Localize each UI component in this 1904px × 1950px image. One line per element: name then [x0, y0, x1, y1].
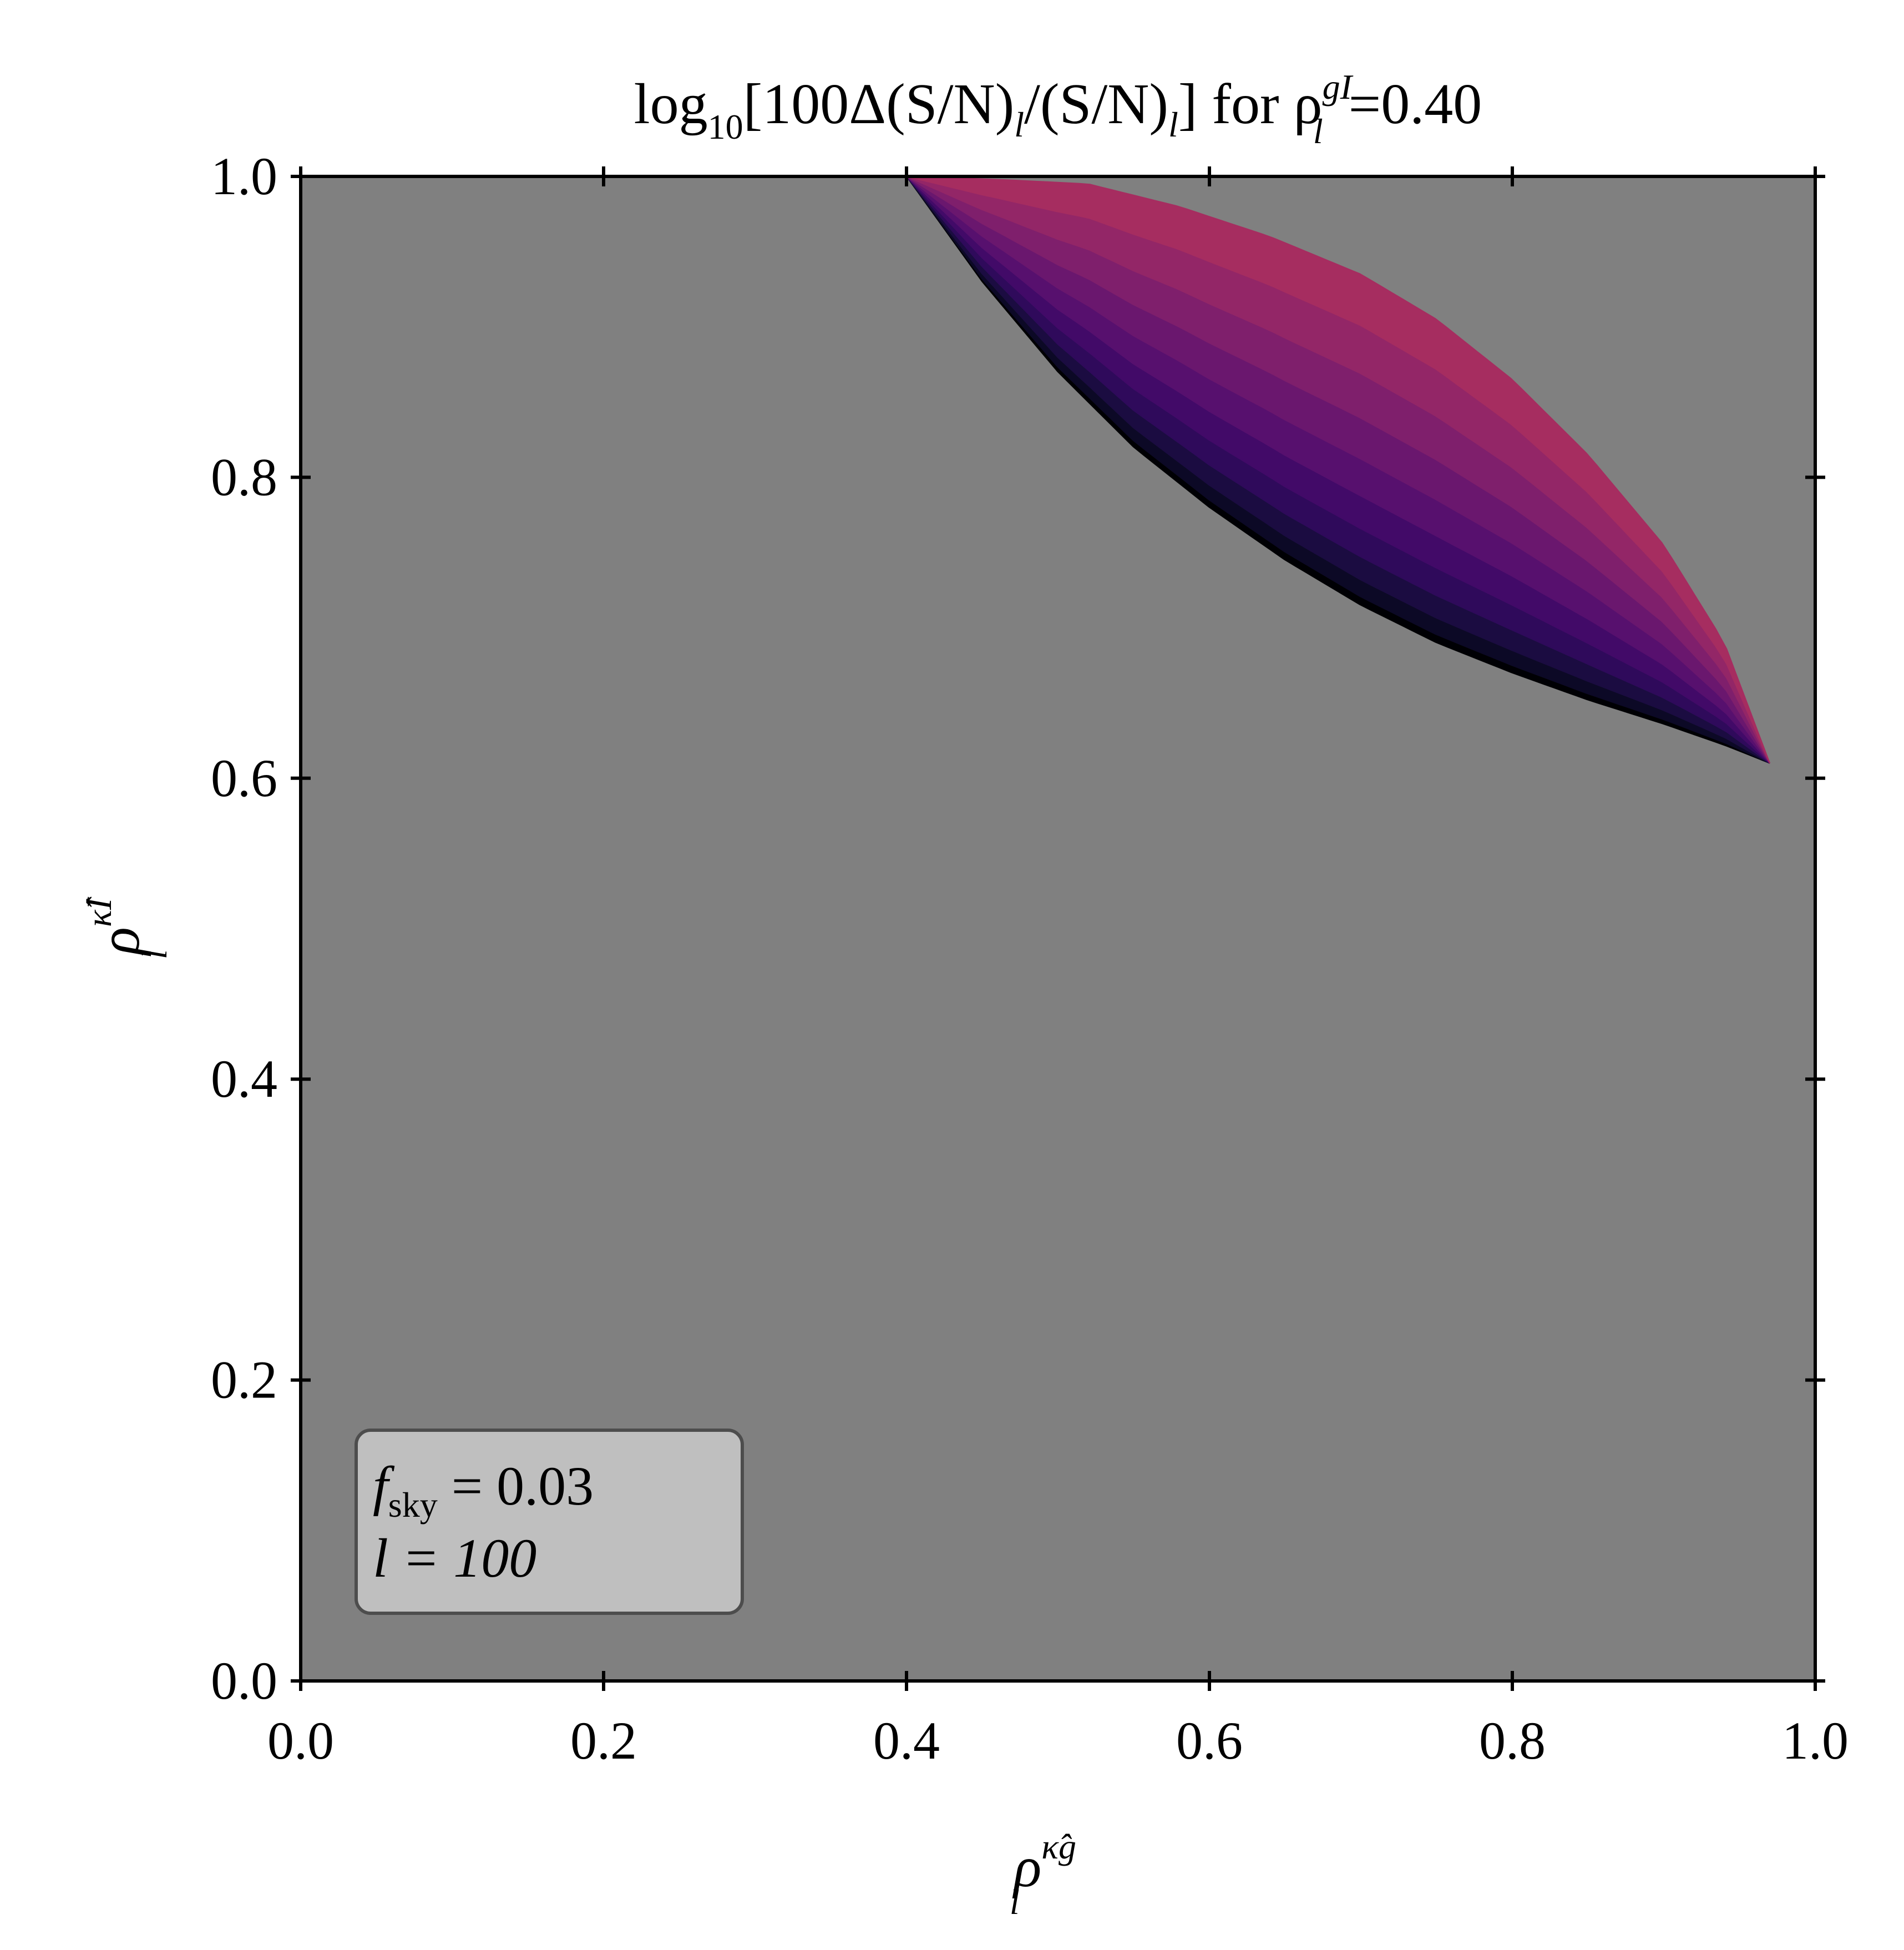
y-tick-label: 0.6 — [211, 748, 277, 808]
annotation-box: fsky = 0.03 l = 100 — [355, 1429, 744, 1615]
y-tick-label: 1.0 — [211, 146, 277, 206]
y-axis-label: ρκ̂Il — [79, 897, 174, 959]
y-tick-label: 0.2 — [211, 1350, 277, 1410]
axis-ticks: 0.0 0.2 0.4 0.6 0.8 1.0 0.0 0.2 0.4 0.6 0.8 1.0 — [211, 146, 1849, 1770]
x-tick-label: 0.2 — [570, 1711, 637, 1770]
annotation-fsky: fsky = 0.03 — [373, 1455, 594, 1524]
annotation-l: l = 100 — [373, 1527, 536, 1589]
y-tick-label: 0.0 — [211, 1651, 277, 1710]
contour-region — [906, 176, 1771, 764]
x-tick-label: 0.4 — [873, 1711, 940, 1770]
x-axis-label: ρκ̂g l — [1010, 1827, 1076, 1922]
x-tick-label: 0.8 — [1479, 1711, 1546, 1770]
y-tick-label: 0.8 — [211, 447, 277, 507]
x-tick-label: 0.0 — [267, 1711, 334, 1770]
x-tick-label: 0.6 — [1176, 1711, 1243, 1770]
x-tick-label: 1.0 — [1782, 1711, 1849, 1770]
chart-title: log10[100Δ(S/N)l/(S/N)l] for ρgI l =0.40 — [634, 67, 1482, 151]
contour-band — [906, 176, 1771, 764]
y-tick-label: 0.4 — [211, 1049, 277, 1108]
plot-frame — [299, 175, 1817, 1683]
